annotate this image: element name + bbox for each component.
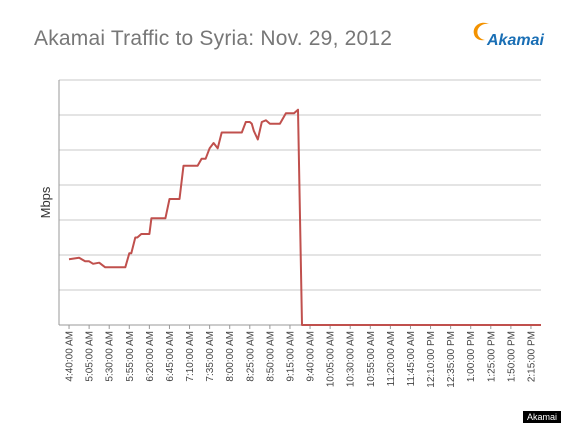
x-tick-label: 1:25:00 PM: [486, 331, 497, 382]
x-tick-label: 10:05:00 AM: [326, 331, 337, 387]
x-tick-label: 7:10:00 AM: [185, 331, 196, 382]
x-tick-label: 8:50:00 AM: [265, 331, 276, 382]
x-tick-label: 5:30:00 AM: [105, 331, 116, 382]
x-tick-label: 7:35:00 AM: [205, 331, 216, 382]
x-tick-label: 10:30:00 AM: [346, 331, 357, 387]
x-tick-label: 11:45:00 AM: [406, 331, 417, 386]
x-tick-label: 11:20:00 AM: [386, 331, 397, 386]
logo-text: Akamai: [487, 32, 544, 49]
x-tick-label: 12:35:00 PM: [446, 331, 457, 388]
x-tick-label: 1:50:00 PM: [506, 331, 517, 382]
x-tick-label: 10:55:00 AM: [366, 331, 377, 387]
x-tick-label: 12:10:00 PM: [426, 331, 437, 388]
x-tick-label: 6:45:00 AM: [165, 331, 176, 382]
akamai-logo: Akamai: [471, 18, 547, 60]
x-tick-label: 2:15:00 PM: [526, 331, 537, 382]
x-tick-label: 4:40:00 AM: [65, 331, 76, 382]
x-tick-label: 9:40:00 AM: [306, 331, 317, 382]
chart-title: Akamai Traffic to Syria: Nov. 29, 2012: [34, 27, 393, 50]
x-tick-label: 8:00:00 AM: [225, 331, 236, 382]
x-tick-label: 1:00:00 PM: [466, 331, 477, 382]
x-tick-label: 8:25:00 AM: [245, 331, 256, 382]
series-line: [68, 108, 541, 326]
akamai-swoosh-icon: [473, 22, 489, 41]
x-tick-label: 6:20:00 AM: [145, 331, 156, 382]
x-tick-label: 5:55:00 AM: [125, 331, 136, 382]
watermark-label: Akamai: [523, 411, 562, 423]
x-tick-label: 5:05:00 AM: [85, 331, 96, 382]
y-axis-label: Mbps: [38, 186, 53, 218]
x-tick-label: 9:15:00 AM: [285, 331, 296, 382]
